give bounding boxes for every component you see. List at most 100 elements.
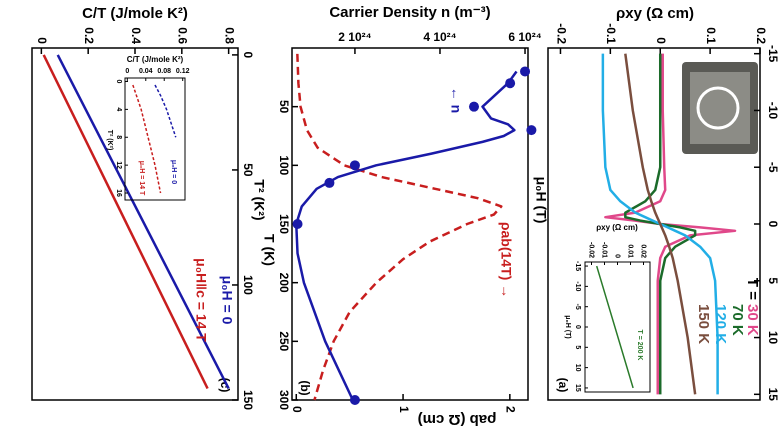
x-tick-label: 15 [766, 388, 780, 402]
value-tick-label: 0.12 [176, 68, 190, 75]
y-axis-title: ρxy (Ω cm) [616, 5, 694, 22]
annotation: T = 200 K [636, 330, 643, 361]
series-line [296, 53, 503, 401]
x-tick-label: 0 [574, 325, 581, 329]
x-tick-label: 150 [277, 214, 291, 234]
y2-axis-title: Carrier Density n (m⁻³) [329, 4, 490, 21]
annotation: ← n [448, 87, 464, 113]
x-tick-label: 300 [277, 390, 291, 410]
value-tick-label: 0.4 [129, 27, 143, 44]
series-line [624, 53, 697, 395]
x-axis-title: μ₀H (T) [564, 315, 571, 338]
x-tick-label: 100 [277, 155, 291, 175]
annotation: μ₀H = 0 [219, 276, 235, 325]
value-tick-label: 2 10²⁴ [338, 30, 371, 44]
x-tick-label: 4 [115, 107, 122, 111]
legend-title: T = [744, 278, 761, 300]
x-tick-label: 150 [241, 390, 255, 410]
x-axis-title: T² (K²) [251, 179, 267, 220]
value-tick-label: 6 10²⁴ [508, 30, 541, 44]
x-tick-label: 5 [766, 277, 780, 284]
value-tick-label: 0 [290, 406, 304, 413]
series-line [154, 84, 177, 138]
x-tick-label: 8 [115, 135, 122, 139]
value-tick-label: 0.1 [704, 27, 718, 44]
x-tick-label: -5 [766, 162, 780, 173]
series-line [295, 70, 518, 401]
series-line [42, 54, 209, 390]
x-tick-label: 50 [277, 100, 291, 114]
x-tick-label: -5 [574, 304, 581, 310]
value-tick-label: -0.1 [604, 23, 618, 44]
annotation: μ₀H = 14 T [138, 161, 145, 196]
annotation: μ₀H = 0 [170, 160, 177, 184]
value-tick-label: -0.02 [588, 242, 595, 258]
value-tick-label: 4 10²⁴ [423, 30, 456, 44]
series-line [595, 265, 634, 389]
plot-frame [124, 77, 186, 201]
data-point [520, 66, 531, 77]
value-tick-label: 1 [397, 406, 411, 413]
y-axis-title: ρab (Ω cm) [418, 411, 497, 427]
value-tick-label: 0.8 [222, 27, 236, 44]
x-tick-label: -10 [574, 281, 581, 291]
plot-frame [584, 261, 651, 393]
value-tick-label: 0.01 [627, 244, 634, 258]
value-tick-label: 0.6 [176, 27, 190, 44]
y-axis-title: ρxy (Ω cm) [596, 223, 638, 232]
legend-entry: 30 K [744, 304, 761, 336]
y-axis-title: C/T (J/mole K²) [127, 55, 184, 64]
value-tick-label: 0.04 [139, 68, 153, 75]
x-tick-label: 50 [241, 163, 255, 177]
photo-contact-ring [696, 86, 740, 130]
x-tick-label: -15 [574, 261, 581, 271]
series-line [132, 84, 162, 194]
data-point [468, 101, 479, 112]
x-tick-label: 5 [574, 345, 581, 349]
x-tick-label: 200 [277, 273, 291, 293]
sample-photo [682, 62, 758, 154]
value-tick-label: 2 [504, 406, 518, 413]
y-axis-title: C/T (J/mole K²) [82, 5, 188, 22]
data-point [526, 125, 537, 136]
data-point [349, 395, 360, 405]
x-tick-label: 250 [277, 331, 291, 351]
value-tick-label: 0 [125, 68, 129, 75]
value-tick-label: 0.2 [754, 27, 768, 44]
legend-entry: 120 K [712, 304, 729, 344]
x-axis-title: μ₀H (T) [533, 177, 549, 224]
value-tick-label: 0.08 [157, 68, 171, 75]
value-tick-label: 0 [35, 37, 49, 44]
data-point [324, 177, 335, 188]
x-tick-label: -10 [766, 102, 780, 120]
x-axis-title: T² (K²) [106, 130, 113, 151]
x-tick-label: 0 [115, 80, 122, 84]
value-tick-label: 0.02 [640, 244, 647, 258]
data-point [505, 78, 516, 89]
value-tick-label: 0 [654, 37, 668, 44]
x-axis-title: T (K) [261, 234, 277, 266]
series-line [56, 54, 230, 390]
annotation: ρab(14T) → [498, 222, 514, 298]
panel-label: (a) [556, 378, 570, 393]
x-tick-label: 12 [115, 161, 122, 169]
data-point [292, 219, 303, 229]
x-tick-label: 0 [766, 221, 780, 228]
panel-label: (b) [298, 380, 312, 395]
x-tick-label: 10 [766, 331, 780, 345]
x-tick-label: 10 [574, 364, 581, 372]
legend-entry: 150 K [695, 304, 712, 344]
x-tick-label: 0 [241, 52, 255, 59]
x-tick-label: 15 [574, 384, 581, 392]
value-tick-label: -0.2 [554, 23, 568, 44]
x-tick-label: 100 [241, 275, 255, 295]
value-tick-label: -0.01 [601, 242, 608, 258]
panel-label: (c) [218, 378, 232, 393]
value-tick-label: 0 [614, 254, 621, 258]
annotation: μ₀H‖c = 14 T [193, 258, 209, 342]
photo-crystal [690, 72, 750, 144]
data-point [349, 160, 360, 171]
legend-entry: 70 K [729, 304, 746, 336]
x-tick-label: 16 [115, 189, 122, 197]
